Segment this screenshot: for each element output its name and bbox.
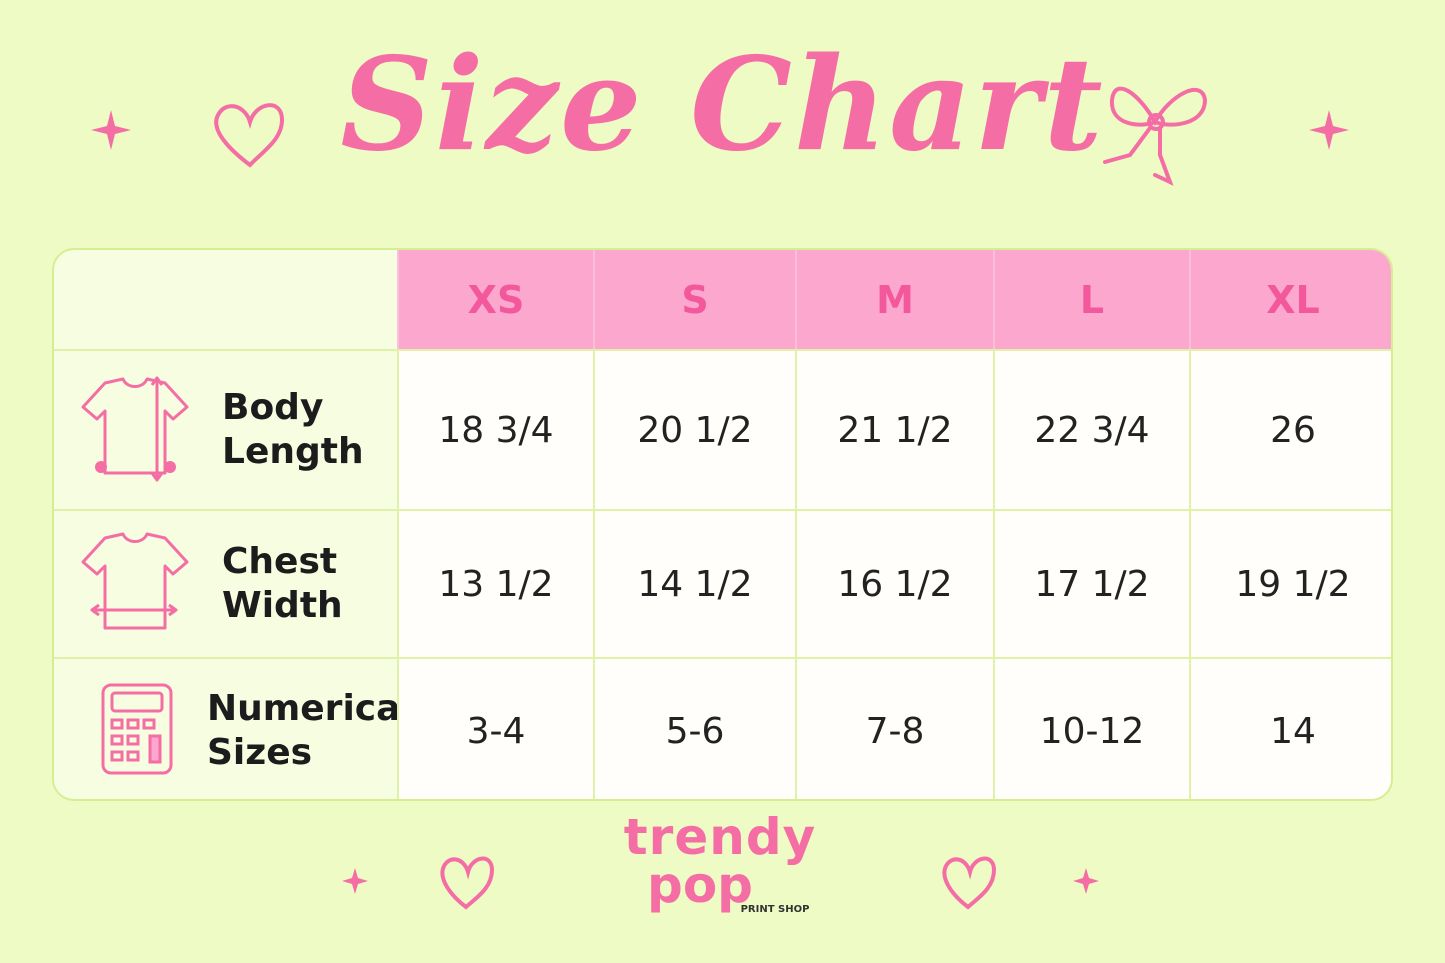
- size-header: L: [993, 250, 1189, 349]
- size-header: XL: [1189, 250, 1391, 349]
- measurement: 16 1/2: [795, 509, 993, 657]
- measurement: 13 1/2: [397, 509, 593, 657]
- shirt-length-icon: [81, 376, 189, 482]
- measurement: 18 3/4: [397, 349, 593, 509]
- brand: trendy pop PRINT SHOP: [600, 812, 840, 915]
- size-header: XS: [397, 250, 593, 349]
- size-header: S: [593, 250, 795, 349]
- row-label-text: Numerical Sizes: [207, 688, 413, 773]
- measurement: 19 1/2: [1189, 509, 1391, 657]
- measurement: 7-8: [795, 657, 993, 799]
- measurement: 10-12: [993, 657, 1189, 799]
- measurement: 3-4: [397, 657, 593, 799]
- shirt-width-icon: [81, 532, 189, 630]
- row-label: Body Length: [54, 349, 397, 509]
- measurement: 17 1/2: [993, 509, 1189, 657]
- size-table: XS S M L XL Body Length 18 3/4 20 1/2 21 1/2 22 3…: [52, 248, 1393, 801]
- measurement: 14 1/2: [593, 509, 795, 657]
- row-label: Numerical Sizes: [54, 657, 413, 799]
- measurement: 14: [1189, 657, 1391, 799]
- brand-line2: pop: [647, 856, 753, 914]
- row-label-text: Chest Width: [222, 541, 343, 626]
- size-header: M: [795, 250, 993, 349]
- measurement: 26: [1189, 349, 1391, 509]
- measurement: 22 3/4: [993, 349, 1189, 509]
- row-label: Chest Width: [54, 509, 397, 657]
- calculator-icon: [101, 683, 173, 775]
- measurement: 20 1/2: [593, 349, 795, 509]
- brand-line1: trendy: [623, 808, 817, 866]
- measurement: 21 1/2: [795, 349, 993, 509]
- row-label-text: Body Length: [222, 387, 364, 472]
- title: Size Chart: [340, 30, 1105, 180]
- measurement: 5-6: [593, 657, 795, 799]
- brand-tagline: PRINT SHOP: [740, 904, 810, 915]
